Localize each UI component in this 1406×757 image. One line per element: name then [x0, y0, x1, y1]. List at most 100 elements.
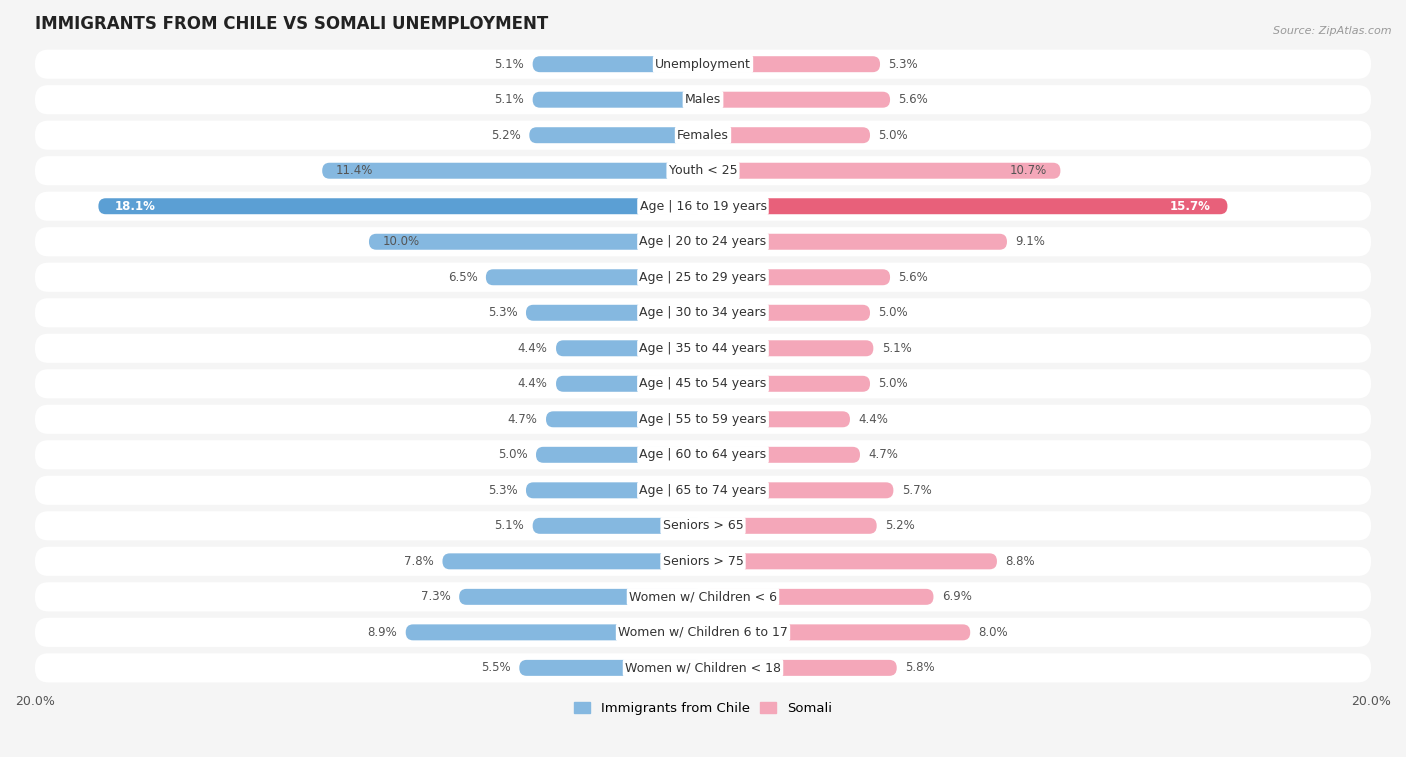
Text: 5.0%: 5.0%: [879, 307, 908, 319]
Text: Age | 20 to 24 years: Age | 20 to 24 years: [640, 235, 766, 248]
Text: 5.0%: 5.0%: [498, 448, 527, 461]
Text: 8.0%: 8.0%: [979, 626, 1008, 639]
Text: Women w/ Children < 6: Women w/ Children < 6: [628, 590, 778, 603]
FancyBboxPatch shape: [35, 334, 1371, 363]
FancyBboxPatch shape: [703, 234, 1007, 250]
Text: Age | 25 to 29 years: Age | 25 to 29 years: [640, 271, 766, 284]
Text: 5.3%: 5.3%: [889, 58, 918, 70]
FancyBboxPatch shape: [703, 341, 873, 357]
Text: Age | 16 to 19 years: Age | 16 to 19 years: [640, 200, 766, 213]
Text: 5.2%: 5.2%: [884, 519, 915, 532]
Text: 4.4%: 4.4%: [517, 341, 548, 355]
FancyBboxPatch shape: [486, 269, 703, 285]
Text: 4.4%: 4.4%: [517, 377, 548, 391]
Text: Women w/ Children 6 to 17: Women w/ Children 6 to 17: [619, 626, 787, 639]
Text: Unemployment: Unemployment: [655, 58, 751, 70]
Text: 7.3%: 7.3%: [420, 590, 451, 603]
FancyBboxPatch shape: [703, 553, 997, 569]
Text: 5.2%: 5.2%: [491, 129, 522, 142]
FancyBboxPatch shape: [703, 92, 890, 107]
FancyBboxPatch shape: [533, 92, 703, 107]
FancyBboxPatch shape: [703, 127, 870, 143]
Text: Seniors > 75: Seniors > 75: [662, 555, 744, 568]
FancyBboxPatch shape: [98, 198, 703, 214]
Text: IMMIGRANTS FROM CHILE VS SOMALI UNEMPLOYMENT: IMMIGRANTS FROM CHILE VS SOMALI UNEMPLOY…: [35, 15, 548, 33]
Text: 5.6%: 5.6%: [898, 271, 928, 284]
FancyBboxPatch shape: [555, 375, 703, 392]
Text: 10.7%: 10.7%: [1010, 164, 1047, 177]
Text: Age | 55 to 59 years: Age | 55 to 59 years: [640, 413, 766, 425]
Text: 5.5%: 5.5%: [481, 662, 510, 674]
FancyBboxPatch shape: [35, 50, 1371, 79]
FancyBboxPatch shape: [703, 660, 897, 676]
Text: 18.1%: 18.1%: [115, 200, 156, 213]
FancyBboxPatch shape: [536, 447, 703, 463]
Text: 8.8%: 8.8%: [1005, 555, 1035, 568]
FancyBboxPatch shape: [35, 369, 1371, 398]
Text: Age | 35 to 44 years: Age | 35 to 44 years: [640, 341, 766, 355]
FancyBboxPatch shape: [35, 582, 1371, 612]
Text: 4.7%: 4.7%: [869, 448, 898, 461]
FancyBboxPatch shape: [703, 625, 970, 640]
FancyBboxPatch shape: [703, 305, 870, 321]
FancyBboxPatch shape: [703, 411, 851, 427]
Text: Age | 30 to 34 years: Age | 30 to 34 years: [640, 307, 766, 319]
Text: Age | 65 to 74 years: Age | 65 to 74 years: [640, 484, 766, 497]
Text: 5.1%: 5.1%: [495, 519, 524, 532]
Text: 5.6%: 5.6%: [898, 93, 928, 106]
Text: 9.1%: 9.1%: [1015, 235, 1045, 248]
FancyBboxPatch shape: [703, 269, 890, 285]
FancyBboxPatch shape: [35, 85, 1371, 114]
FancyBboxPatch shape: [322, 163, 703, 179]
Text: 5.0%: 5.0%: [879, 129, 908, 142]
Text: 5.8%: 5.8%: [905, 662, 935, 674]
FancyBboxPatch shape: [35, 263, 1371, 291]
FancyBboxPatch shape: [703, 56, 880, 72]
Text: 5.1%: 5.1%: [495, 93, 524, 106]
FancyBboxPatch shape: [703, 589, 934, 605]
Text: Seniors > 65: Seniors > 65: [662, 519, 744, 532]
Text: 5.3%: 5.3%: [488, 307, 517, 319]
FancyBboxPatch shape: [526, 482, 703, 498]
FancyBboxPatch shape: [35, 653, 1371, 682]
Text: 4.7%: 4.7%: [508, 413, 537, 425]
Text: 10.0%: 10.0%: [382, 235, 419, 248]
FancyBboxPatch shape: [703, 518, 877, 534]
Text: 5.3%: 5.3%: [488, 484, 517, 497]
Text: 7.8%: 7.8%: [405, 555, 434, 568]
Text: Women w/ Children < 18: Women w/ Children < 18: [626, 662, 780, 674]
FancyBboxPatch shape: [443, 553, 703, 569]
FancyBboxPatch shape: [519, 660, 703, 676]
Text: Age | 45 to 54 years: Age | 45 to 54 years: [640, 377, 766, 391]
FancyBboxPatch shape: [555, 341, 703, 357]
Text: Youth < 25: Youth < 25: [669, 164, 737, 177]
FancyBboxPatch shape: [35, 511, 1371, 540]
FancyBboxPatch shape: [35, 405, 1371, 434]
Text: Males: Males: [685, 93, 721, 106]
Text: 8.9%: 8.9%: [367, 626, 398, 639]
Text: Females: Females: [678, 129, 728, 142]
FancyBboxPatch shape: [703, 447, 860, 463]
Text: 5.0%: 5.0%: [879, 377, 908, 391]
FancyBboxPatch shape: [35, 156, 1371, 185]
FancyBboxPatch shape: [35, 547, 1371, 576]
Text: 11.4%: 11.4%: [336, 164, 373, 177]
Text: 15.7%: 15.7%: [1170, 200, 1211, 213]
Text: Source: ZipAtlas.com: Source: ZipAtlas.com: [1274, 26, 1392, 36]
Text: 5.1%: 5.1%: [495, 58, 524, 70]
Text: Age | 60 to 64 years: Age | 60 to 64 years: [640, 448, 766, 461]
Legend: Immigrants from Chile, Somali: Immigrants from Chile, Somali: [574, 702, 832, 715]
Text: 6.5%: 6.5%: [447, 271, 478, 284]
FancyBboxPatch shape: [703, 163, 1060, 179]
FancyBboxPatch shape: [35, 475, 1371, 505]
FancyBboxPatch shape: [35, 192, 1371, 221]
Text: 4.4%: 4.4%: [858, 413, 889, 425]
FancyBboxPatch shape: [526, 305, 703, 321]
Text: 5.1%: 5.1%: [882, 341, 911, 355]
FancyBboxPatch shape: [406, 625, 703, 640]
FancyBboxPatch shape: [35, 298, 1371, 327]
FancyBboxPatch shape: [546, 411, 703, 427]
FancyBboxPatch shape: [35, 618, 1371, 647]
FancyBboxPatch shape: [460, 589, 703, 605]
FancyBboxPatch shape: [529, 127, 703, 143]
